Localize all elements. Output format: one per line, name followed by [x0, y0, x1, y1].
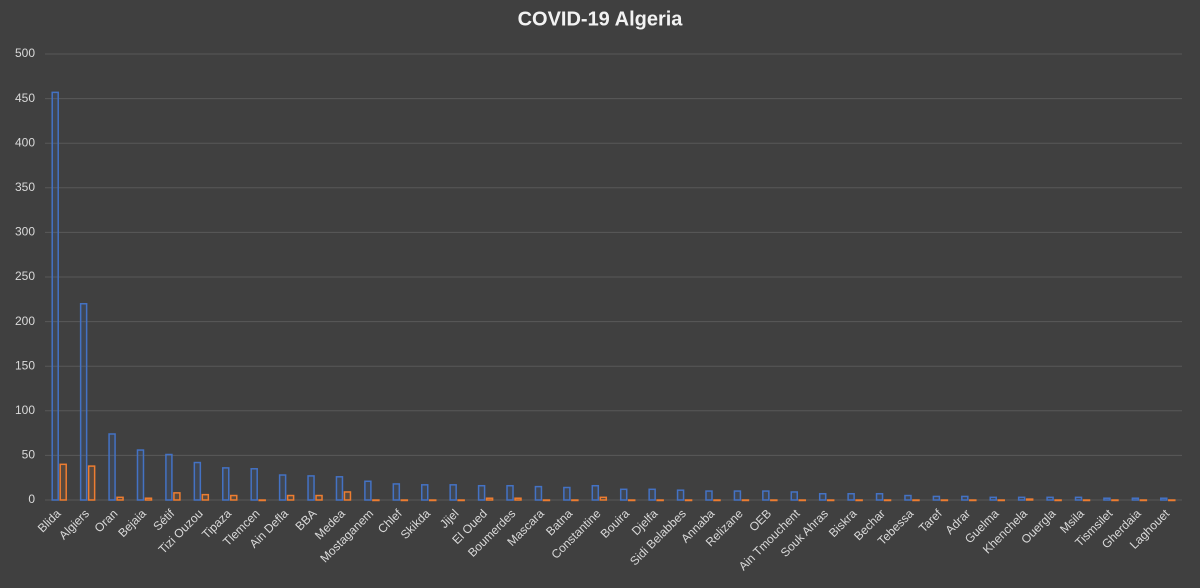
bar — [883, 499, 892, 502]
y-tick-label: 150 — [15, 358, 35, 372]
bar — [989, 496, 997, 501]
bar — [961, 495, 969, 501]
bar — [790, 491, 799, 501]
bar — [420, 484, 429, 501]
y-tick-label: 500 — [15, 46, 35, 60]
bar — [932, 495, 941, 501]
bar — [400, 499, 409, 502]
chart-title: COVID-19 Algeria — [518, 8, 684, 30]
y-tick-label: 350 — [15, 180, 35, 194]
bar — [705, 490, 713, 501]
bar — [770, 499, 778, 502]
bar — [563, 486, 571, 501]
bar — [144, 497, 153, 501]
bar — [222, 467, 230, 501]
bar — [969, 499, 977, 502]
bar — [733, 490, 742, 501]
bar — [542, 499, 551, 502]
bar — [1082, 499, 1091, 502]
y-tick-label: 450 — [15, 91, 35, 105]
bar — [912, 499, 920, 502]
bar — [599, 496, 608, 501]
y-tick-label: 0 — [28, 492, 35, 506]
bar — [1103, 497, 1111, 501]
bar — [534, 485, 543, 501]
bar — [1074, 496, 1083, 501]
bar — [571, 499, 579, 502]
bar — [173, 492, 181, 501]
bar — [648, 488, 656, 501]
bar — [108, 433, 116, 501]
bar — [79, 303, 88, 501]
bar — [59, 463, 67, 501]
bar — [457, 499, 465, 502]
bar — [392, 483, 401, 501]
bar — [875, 493, 884, 501]
bar — [230, 494, 238, 501]
bar — [1017, 496, 1026, 501]
bar — [165, 453, 173, 501]
bar — [826, 499, 835, 502]
bar — [855, 499, 863, 502]
bar — [87, 465, 96, 501]
bar — [136, 449, 145, 501]
bar — [904, 494, 912, 501]
y-tick-label: 400 — [15, 135, 35, 149]
bar — [940, 499, 949, 502]
bar — [762, 490, 770, 501]
bar — [307, 475, 315, 501]
bar — [847, 493, 855, 501]
y-tick-label: 250 — [15, 269, 35, 283]
bar — [656, 499, 664, 502]
bar — [315, 494, 323, 501]
bar — [335, 476, 344, 501]
bar — [684, 499, 693, 502]
bar — [1168, 499, 1176, 502]
bar — [193, 461, 202, 501]
bar — [485, 497, 494, 501]
bar — [250, 468, 258, 501]
bar — [1046, 496, 1054, 501]
bar — [676, 489, 685, 501]
bar — [627, 499, 636, 502]
bar — [619, 488, 628, 501]
bar — [449, 484, 457, 501]
y-tick-label: 100 — [15, 403, 35, 417]
bar — [741, 499, 750, 502]
bar — [286, 494, 295, 501]
bar — [713, 499, 721, 502]
bar — [506, 484, 514, 501]
bar — [258, 499, 266, 502]
y-tick-label: 200 — [15, 314, 35, 328]
bar — [1054, 499, 1062, 502]
bar — [798, 499, 807, 502]
bar — [514, 497, 522, 501]
bar — [278, 474, 287, 501]
bar — [201, 493, 210, 501]
bar — [1131, 497, 1140, 501]
y-tick-label: 50 — [22, 448, 36, 462]
bar — [1025, 498, 1034, 501]
bar — [818, 493, 827, 501]
bar — [997, 499, 1005, 502]
bar — [1139, 499, 1148, 502]
bar — [1111, 499, 1119, 502]
bar — [477, 484, 486, 501]
bar — [372, 499, 380, 502]
bar — [364, 480, 372, 501]
bar — [51, 91, 59, 501]
bar — [343, 491, 352, 501]
bar — [116, 496, 124, 501]
bar — [1160, 497, 1168, 501]
bar — [591, 484, 600, 501]
y-tick-label: 300 — [15, 225, 35, 239]
bar — [428, 499, 437, 502]
